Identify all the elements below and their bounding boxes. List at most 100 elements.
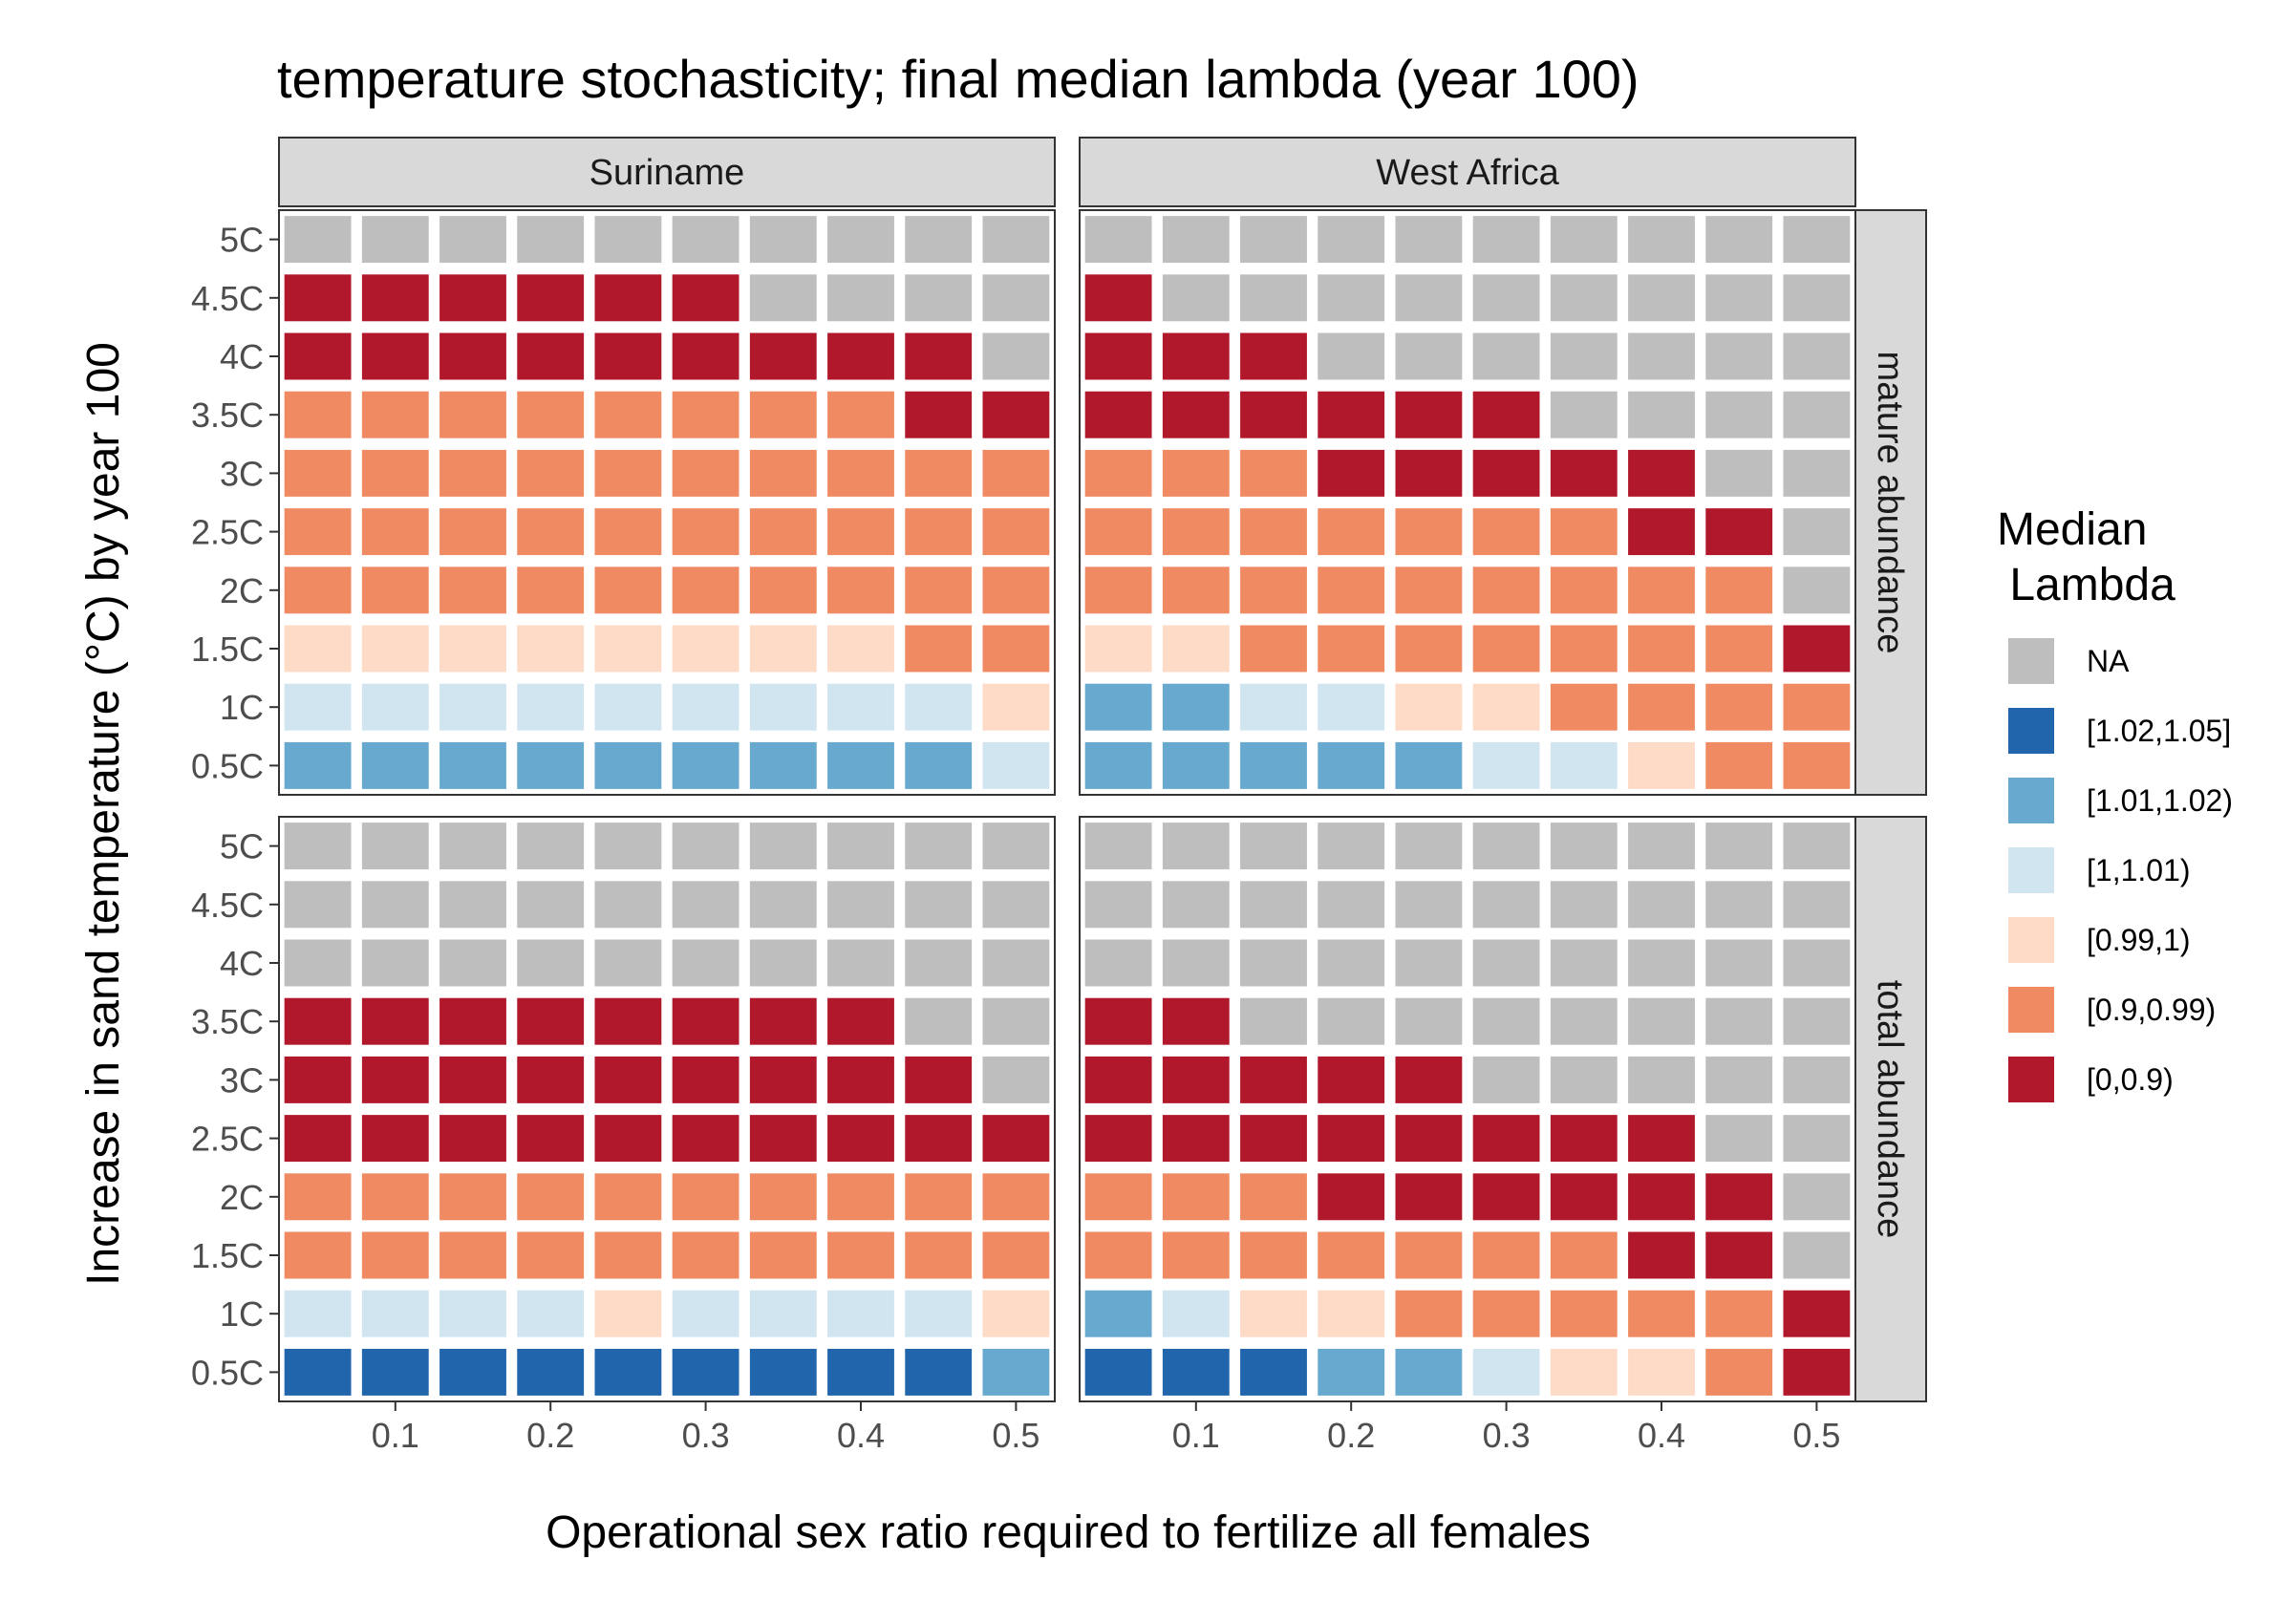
heatmap-tile	[749, 997, 817, 1045]
heatmap-tile	[1318, 625, 1385, 673]
heatmap-tile	[1084, 391, 1152, 438]
heatmap-tile	[1084, 1115, 1152, 1163]
heatmap-tile	[827, 1115, 894, 1163]
facet-panels: Suriname West Africa mature abundance total…	[191, 137, 1927, 1455]
heatmap-tile	[905, 216, 973, 264]
heatmap-tile	[1705, 939, 1773, 987]
heatmap-tile	[284, 274, 352, 322]
heatmap-tile	[905, 1231, 973, 1279]
heatmap-tile	[1162, 216, 1230, 264]
heatmap-tile	[749, 332, 817, 380]
heatmap-tile	[1783, 823, 1851, 870]
heatmap-tile	[284, 683, 352, 731]
heatmap-tile	[982, 1173, 1050, 1221]
heatmap-tile	[1550, 997, 1618, 1045]
x-tick-label: 0.2	[526, 1416, 574, 1455]
heatmap-tile	[1783, 625, 1851, 673]
heatmap-tile	[1628, 1056, 1695, 1103]
heatmap-tile	[1550, 741, 1618, 789]
heatmap-tile	[517, 216, 585, 264]
heatmap-tile	[284, 391, 352, 438]
heatmap-tile	[827, 1231, 894, 1279]
heatmap-tile	[905, 823, 973, 870]
heatmap-tile	[1084, 332, 1152, 380]
heatmap-tile	[1318, 997, 1385, 1045]
heatmap-tile	[517, 741, 585, 789]
heatmap-tile	[1240, 625, 1307, 673]
heatmap-tile	[982, 508, 1050, 556]
heatmap-tile	[672, 391, 739, 438]
heatmap-tile	[439, 216, 506, 264]
heatmap-tile	[1705, 332, 1773, 380]
heatmap-tile	[672, 823, 739, 870]
legend-label: [0.99,1)	[2087, 923, 2191, 957]
heatmap-tile	[439, 1056, 506, 1103]
heatmap-tile	[749, 625, 817, 673]
heatmap-tile	[284, 449, 352, 497]
heatmap-tile	[1162, 508, 1230, 556]
heatmap-tile	[517, 274, 585, 322]
y-tick-label: 3.5C	[191, 395, 264, 435]
heatmap-tile	[1783, 997, 1851, 1045]
legend-key	[2008, 708, 2054, 754]
heatmap-tile	[517, 881, 585, 929]
x-axis-title: Operational sex ratio required to fertil…	[546, 1507, 1591, 1558]
heatmap-tile	[1783, 1115, 1851, 1163]
heatmap-tile	[1162, 939, 1230, 987]
heatmap-tile	[1628, 391, 1695, 438]
heatmap-tile	[361, 881, 429, 929]
heatmap-tile	[749, 216, 817, 264]
heatmap-tile	[1240, 566, 1307, 614]
heatmap-tile	[672, 997, 739, 1045]
heatmap-tile	[1783, 508, 1851, 556]
heatmap-tile	[672, 683, 739, 731]
heatmap-tile	[1084, 274, 1152, 322]
heatmap-tile	[905, 274, 973, 322]
y-tick-label: 4C	[220, 944, 264, 983]
x-tick-label: 0.3	[1483, 1416, 1531, 1455]
heatmap-tile	[594, 508, 662, 556]
heatmap-tile	[1395, 881, 1463, 929]
heatmap-tile	[1395, 332, 1463, 380]
heatmap-tile	[672, 1173, 739, 1221]
heatmap-tile	[982, 216, 1050, 264]
column-strip	[278, 137, 1056, 207]
heatmap-tile	[1783, 683, 1851, 731]
heatmap-tile	[361, 939, 429, 987]
heatmap-tile	[982, 939, 1050, 987]
y-tick-label: 1.5C	[191, 630, 264, 669]
heatmap-tile	[594, 625, 662, 673]
heatmap-tile	[361, 391, 429, 438]
heatmap-tile	[1240, 1115, 1307, 1163]
heatmap-tile	[1240, 1231, 1307, 1279]
heatmap-tile	[1628, 1231, 1695, 1279]
heatmap-tile	[672, 1115, 739, 1163]
heatmap-tile	[361, 997, 429, 1045]
heatmap-tile	[1550, 881, 1618, 929]
heatmap-tile	[1318, 1173, 1385, 1221]
heatmap-tile	[1162, 332, 1230, 380]
legend-key	[2008, 1057, 2054, 1102]
y-axis-title: Increase in sand temperature (°C) by yea…	[78, 342, 129, 1286]
heatmap-tile	[1550, 1348, 1618, 1396]
heatmap-tile	[905, 939, 973, 987]
legend-label: [0.9,0.99)	[2087, 993, 2216, 1027]
heatmap-tile	[749, 1173, 817, 1221]
heatmap-tile	[594, 449, 662, 497]
heatmap-tile	[1472, 1231, 1540, 1279]
heatmap-tile	[1084, 683, 1152, 731]
heatmap-tile	[905, 1290, 973, 1337]
heatmap-tile	[982, 1348, 1050, 1396]
heatmap-tile	[594, 391, 662, 438]
heatmap-tile	[1628, 741, 1695, 789]
heatmap-tile	[439, 741, 506, 789]
heatmap-tile	[1240, 1290, 1307, 1337]
heatmap-tile	[594, 332, 662, 380]
heatmap-tile	[1705, 391, 1773, 438]
heatmap-tile	[1472, 741, 1540, 789]
legend-key	[2008, 638, 2054, 684]
heatmap-tile	[1783, 274, 1851, 322]
heatmap-tile	[827, 997, 894, 1045]
heatmap-tile	[284, 508, 352, 556]
heatmap-tile	[1472, 216, 1540, 264]
